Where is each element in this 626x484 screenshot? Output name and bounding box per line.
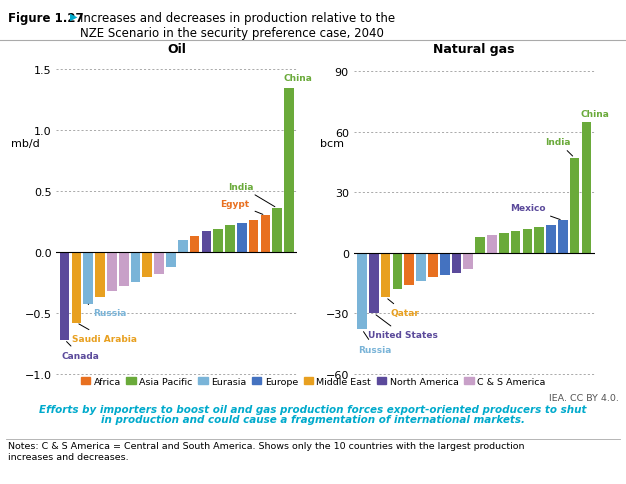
Bar [202, 232, 211, 253]
Text: Saudi Arabia: Saudi Arabia [72, 324, 136, 343]
Bar [357, 253, 367, 330]
Bar [190, 237, 200, 253]
Bar [166, 253, 176, 267]
Text: China: China [283, 74, 312, 82]
Bar [143, 253, 152, 278]
Bar [71, 253, 81, 323]
Bar [428, 253, 438, 277]
Bar [249, 221, 259, 253]
Bar [369, 253, 379, 314]
Title: Oil: Oil [167, 43, 187, 56]
Bar [475, 237, 485, 253]
Text: ▶: ▶ [70, 12, 78, 22]
Y-axis label: mb/d: mb/d [11, 138, 39, 148]
Bar [570, 159, 580, 253]
Bar [440, 253, 449, 275]
Bar [284, 89, 294, 253]
Text: Russia: Russia [88, 304, 126, 318]
Text: Russia: Russia [359, 332, 392, 354]
Title: Natural gas: Natural gas [433, 43, 515, 56]
Bar [404, 253, 414, 286]
Bar [272, 209, 282, 253]
Bar [107, 253, 116, 291]
Text: United States: United States [368, 315, 438, 340]
Text: India: India [228, 182, 275, 207]
Bar [237, 223, 247, 253]
Bar [451, 253, 461, 273]
Bar [225, 226, 235, 253]
Bar [487, 235, 497, 253]
Text: NZE Scenario in the security preference case, 2040: NZE Scenario in the security preference … [80, 27, 384, 40]
Bar [582, 122, 592, 253]
Bar [546, 225, 556, 253]
Bar [154, 253, 164, 274]
Text: Notes: C & S America = Central and South America. Shows only the 10 countries wi: Notes: C & S America = Central and South… [8, 441, 524, 461]
Bar [558, 221, 568, 253]
Text: China: China [580, 109, 609, 119]
Bar [95, 253, 105, 297]
Bar [393, 253, 403, 289]
Bar [213, 229, 223, 253]
Text: Figure 1.27: Figure 1.27 [8, 12, 83, 25]
Text: Qatar: Qatar [387, 299, 419, 318]
Text: Canada: Canada [61, 342, 99, 360]
Bar [511, 231, 520, 253]
Bar [83, 253, 93, 304]
Text: in production and could cause a fragmentation of international markets.: in production and could cause a fragment… [101, 414, 525, 424]
Bar [381, 253, 391, 298]
Bar [523, 229, 532, 253]
Text: Increases and decreases in production relative to the: Increases and decreases in production re… [80, 12, 395, 25]
Legend: Africa, Asia Pacific, Eurasia, Europe, Middle East, North America, C & S America: Africa, Asia Pacific, Eurasia, Europe, M… [77, 373, 549, 390]
Bar [131, 253, 140, 283]
Y-axis label: bcm: bcm [320, 138, 344, 148]
Bar [59, 253, 69, 340]
Text: Efforts by importers to boost oil and gas production forces export-oriented prod: Efforts by importers to boost oil and ga… [39, 404, 587, 414]
Bar [416, 253, 426, 281]
Text: Mexico: Mexico [510, 204, 560, 220]
Bar [499, 233, 508, 253]
Bar [178, 240, 188, 253]
Bar [260, 216, 270, 253]
Bar [535, 227, 544, 253]
Text: India: India [545, 137, 573, 157]
Text: Egypt: Egypt [220, 199, 263, 215]
Bar [463, 253, 473, 269]
Text: IEA. CC BY 4.0.: IEA. CC BY 4.0. [548, 393, 618, 403]
Bar [119, 253, 128, 287]
